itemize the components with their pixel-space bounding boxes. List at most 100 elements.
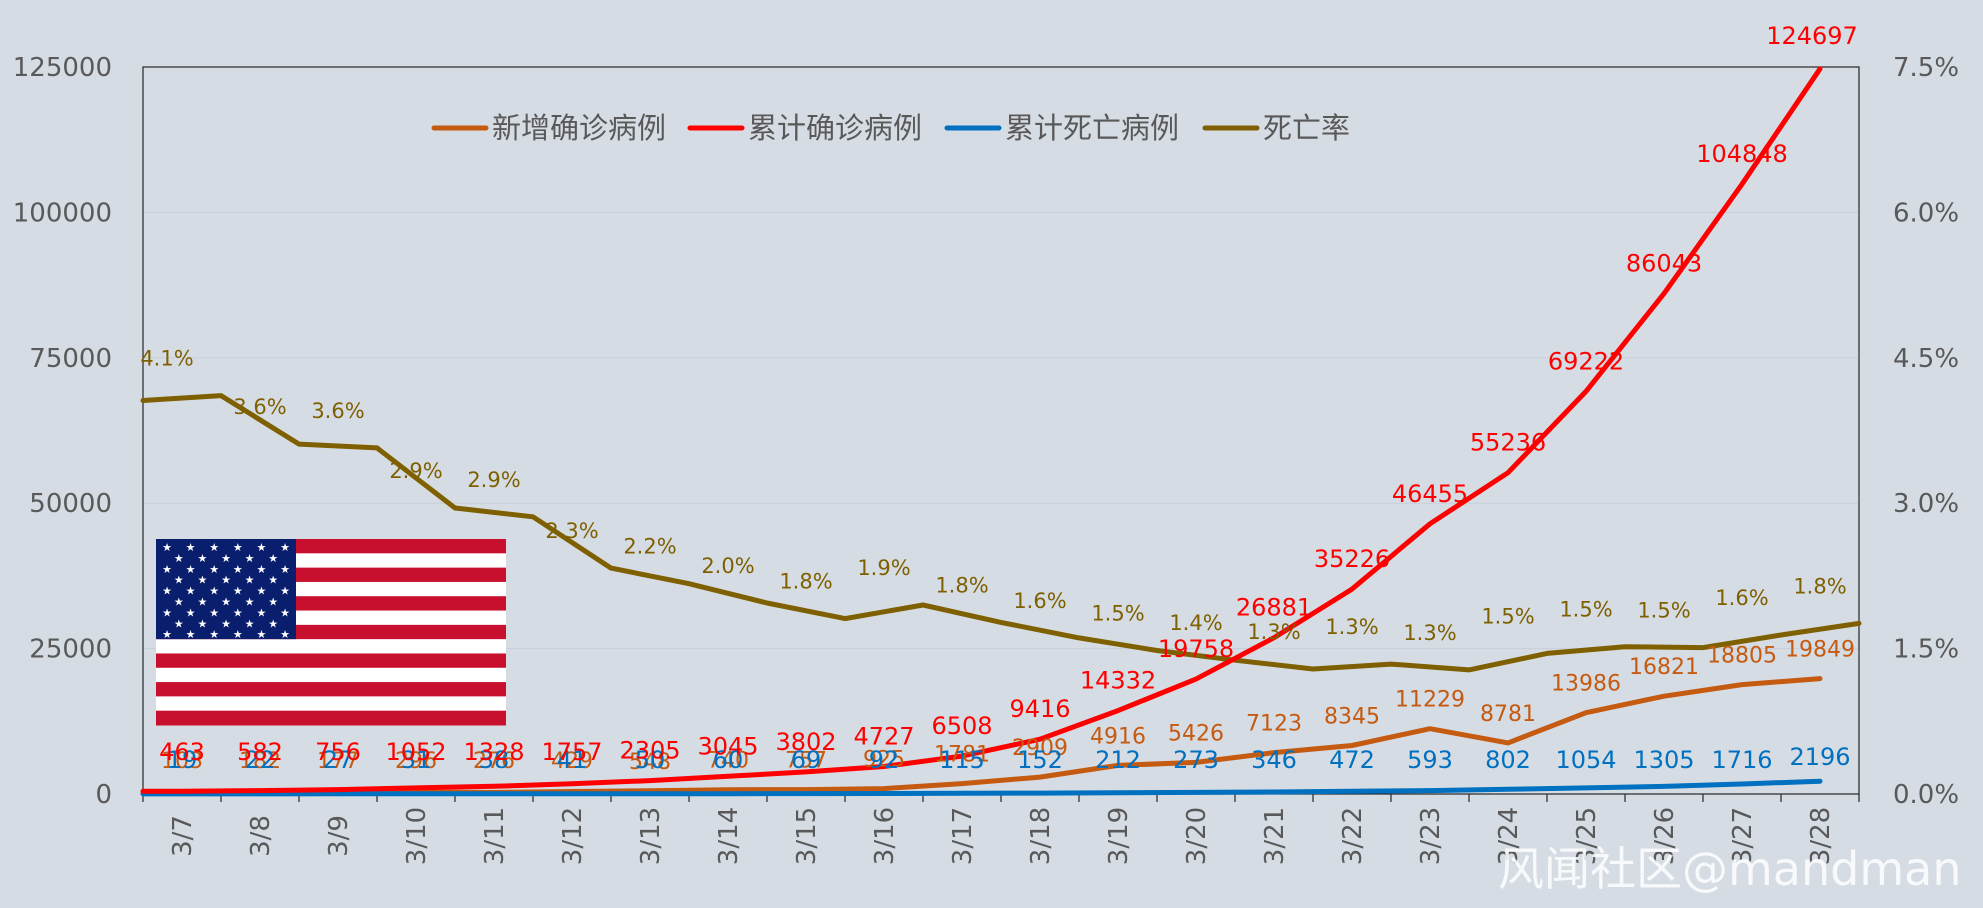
flag-star: ★	[221, 552, 231, 565]
y-axis-right: 0.0% 1.5% 3.0% 4.5% 6.0% 7.5%	[1893, 53, 1959, 810]
flag-star: ★	[197, 617, 207, 630]
data-label-total-cases: 1328	[463, 738, 524, 766]
data-label-new-cases: 925	[863, 748, 905, 773]
data-label-total-deaths: 41	[557, 746, 588, 774]
data-label-death-rate: 2.0%	[701, 554, 754, 578]
data-label-new-cases: 5426	[1168, 721, 1224, 746]
flag-star: ★	[162, 628, 172, 641]
data-labels: 4.1% 3.6% 3.6% 2.9% 2.9% 2.3% 2.2% 2.0% 1.8% 1.9%…	[140, 22, 1857, 775]
data-label-death-rate: 1.5%	[1091, 602, 1144, 626]
flag-star: ★	[162, 563, 172, 576]
y-left-tick-label: 75000	[29, 344, 112, 374]
data-label-new-cases: 276	[473, 749, 515, 774]
data-label-total-cases: 35226	[1314, 545, 1390, 573]
flag-star: ★	[233, 606, 243, 619]
y-right-tick-label: 1.5%	[1893, 635, 1959, 665]
x-tick-label: 3/17	[948, 807, 978, 865]
x-tick-label: 3/16	[870, 807, 900, 865]
flag-star: ★	[221, 617, 231, 630]
data-label-total-deaths: 472	[1329, 746, 1375, 774]
flag-star: ★	[162, 541, 172, 554]
data-label-total-deaths: 38	[479, 746, 510, 774]
x-tick-label: 3/21	[1260, 807, 1290, 865]
data-label-total-deaths: 212	[1095, 746, 1141, 774]
flag-star: ★	[209, 628, 219, 641]
data-label-total-cases: 14332	[1080, 667, 1156, 695]
flag-star: ★	[268, 552, 278, 565]
flag-star: ★	[280, 606, 290, 619]
data-label-total-deaths: 115	[939, 746, 985, 774]
data-label-total-deaths: 27	[323, 746, 354, 774]
data-label-total-cases: 3045	[697, 732, 758, 760]
y-left-tick-label: 50000	[29, 489, 112, 519]
data-label-death-rate: 2.9%	[467, 468, 520, 492]
data-label-total-cases: 756	[315, 738, 361, 766]
data-label-total-cases: 104848	[1696, 140, 1788, 168]
data-label-total-deaths: 31	[401, 746, 432, 774]
x-tick-label: 3/28	[1806, 807, 1836, 865]
data-label-new-cases: 757	[785, 749, 827, 774]
data-label-new-cases: 13986	[1551, 672, 1621, 697]
flag-star: ★	[174, 596, 184, 609]
x-tick-label: 3/8	[246, 815, 276, 857]
flag-star: ★	[233, 563, 243, 576]
data-label-death-rate: 1.8%	[935, 573, 988, 597]
y-right-tick-label: 7.5%	[1893, 53, 1959, 83]
x-tick-label: 3/24	[1494, 807, 1524, 865]
data-label-new-cases: 182	[239, 749, 281, 774]
x-tick-label: 3/25	[1572, 807, 1602, 865]
data-label-death-rate: 1.4%	[1169, 611, 1222, 635]
x-tick-label: 3/23	[1416, 807, 1446, 865]
data-label-death-rate: 1.5%	[1637, 599, 1690, 623]
flag-star: ★	[245, 552, 255, 565]
flag-stripe	[156, 653, 506, 669]
data-label-total-deaths: 1305	[1633, 746, 1694, 774]
x-tick-label: 3/11	[480, 807, 510, 865]
series-line	[140, 66, 1823, 794]
united-states-flag: ★ ★ ★ ★ ★ ★★ ★ ★ ★ ★★ ★ ★ ★ ★ ★★ ★ ★ ★ ★★ ★ ★ ★ ★ ★★ ★ ★ ★ ★★ ★ ★ ★ ★ ★★…	[156, 539, 506, 726]
flag-star: ★	[268, 596, 278, 609]
data-label-death-rate: 1.5%	[1481, 604, 1534, 628]
flag-star: ★	[209, 606, 219, 619]
flag-star: ★	[280, 628, 290, 641]
flag-star: ★	[256, 606, 266, 619]
flag-stripe	[156, 667, 506, 683]
y-left-tick-label: 0	[95, 780, 112, 810]
flag-star: ★	[162, 585, 172, 598]
x-tick-label: 3/15	[792, 807, 822, 865]
flag-star: ★	[233, 628, 243, 641]
flag-star: ★	[256, 541, 266, 554]
x-tick-label: 3/26	[1650, 807, 1680, 865]
data-label-death-rate: 2.9%	[389, 459, 442, 483]
watermark: 风闻社区@mandman	[1498, 842, 1962, 896]
x-tick-label: 3/22	[1338, 807, 1368, 865]
data-label-death-rate: 1.3%	[1403, 621, 1456, 645]
data-label-total-cases: 124697	[1766, 22, 1858, 50]
x-tick-label: 3/10	[402, 807, 432, 865]
x-tick-label: 3/20	[1182, 807, 1212, 865]
data-label-new-cases: 296	[395, 749, 437, 774]
data-label-new-cases: 16821	[1629, 655, 1699, 680]
data-label-death-rate: 1.8%	[779, 570, 832, 594]
flag-star: ★	[245, 574, 255, 587]
flag-star: ★	[209, 563, 219, 576]
flag-canton	[156, 539, 296, 640]
data-label-total-cases: 4727	[853, 723, 914, 751]
data-label-death-rate: 1.6%	[1013, 589, 1066, 613]
flag-star: ★	[197, 574, 207, 587]
flag-star: ★	[186, 563, 196, 576]
y-axis-left: 0 25000 50000 75000 100000 125000	[13, 53, 112, 810]
data-label-death-rate: 1.3%	[1247, 620, 1300, 644]
flag-star: ★	[233, 541, 243, 554]
data-label-total-deaths: 19	[167, 746, 198, 774]
data-label-new-cases: 11229	[1395, 688, 1465, 713]
x-tick-label: 3/14	[714, 807, 744, 865]
data-label-death-rate: 2.3%	[545, 519, 598, 543]
x-tick-label: 3/27	[1728, 807, 1758, 865]
x-tick-label: 3/18	[1026, 807, 1056, 865]
data-label-total-deaths: 69	[791, 746, 822, 774]
flag-star: ★	[186, 628, 196, 641]
flag-star: ★	[162, 606, 172, 619]
data-label-new-cases: 7123	[1246, 712, 1302, 737]
